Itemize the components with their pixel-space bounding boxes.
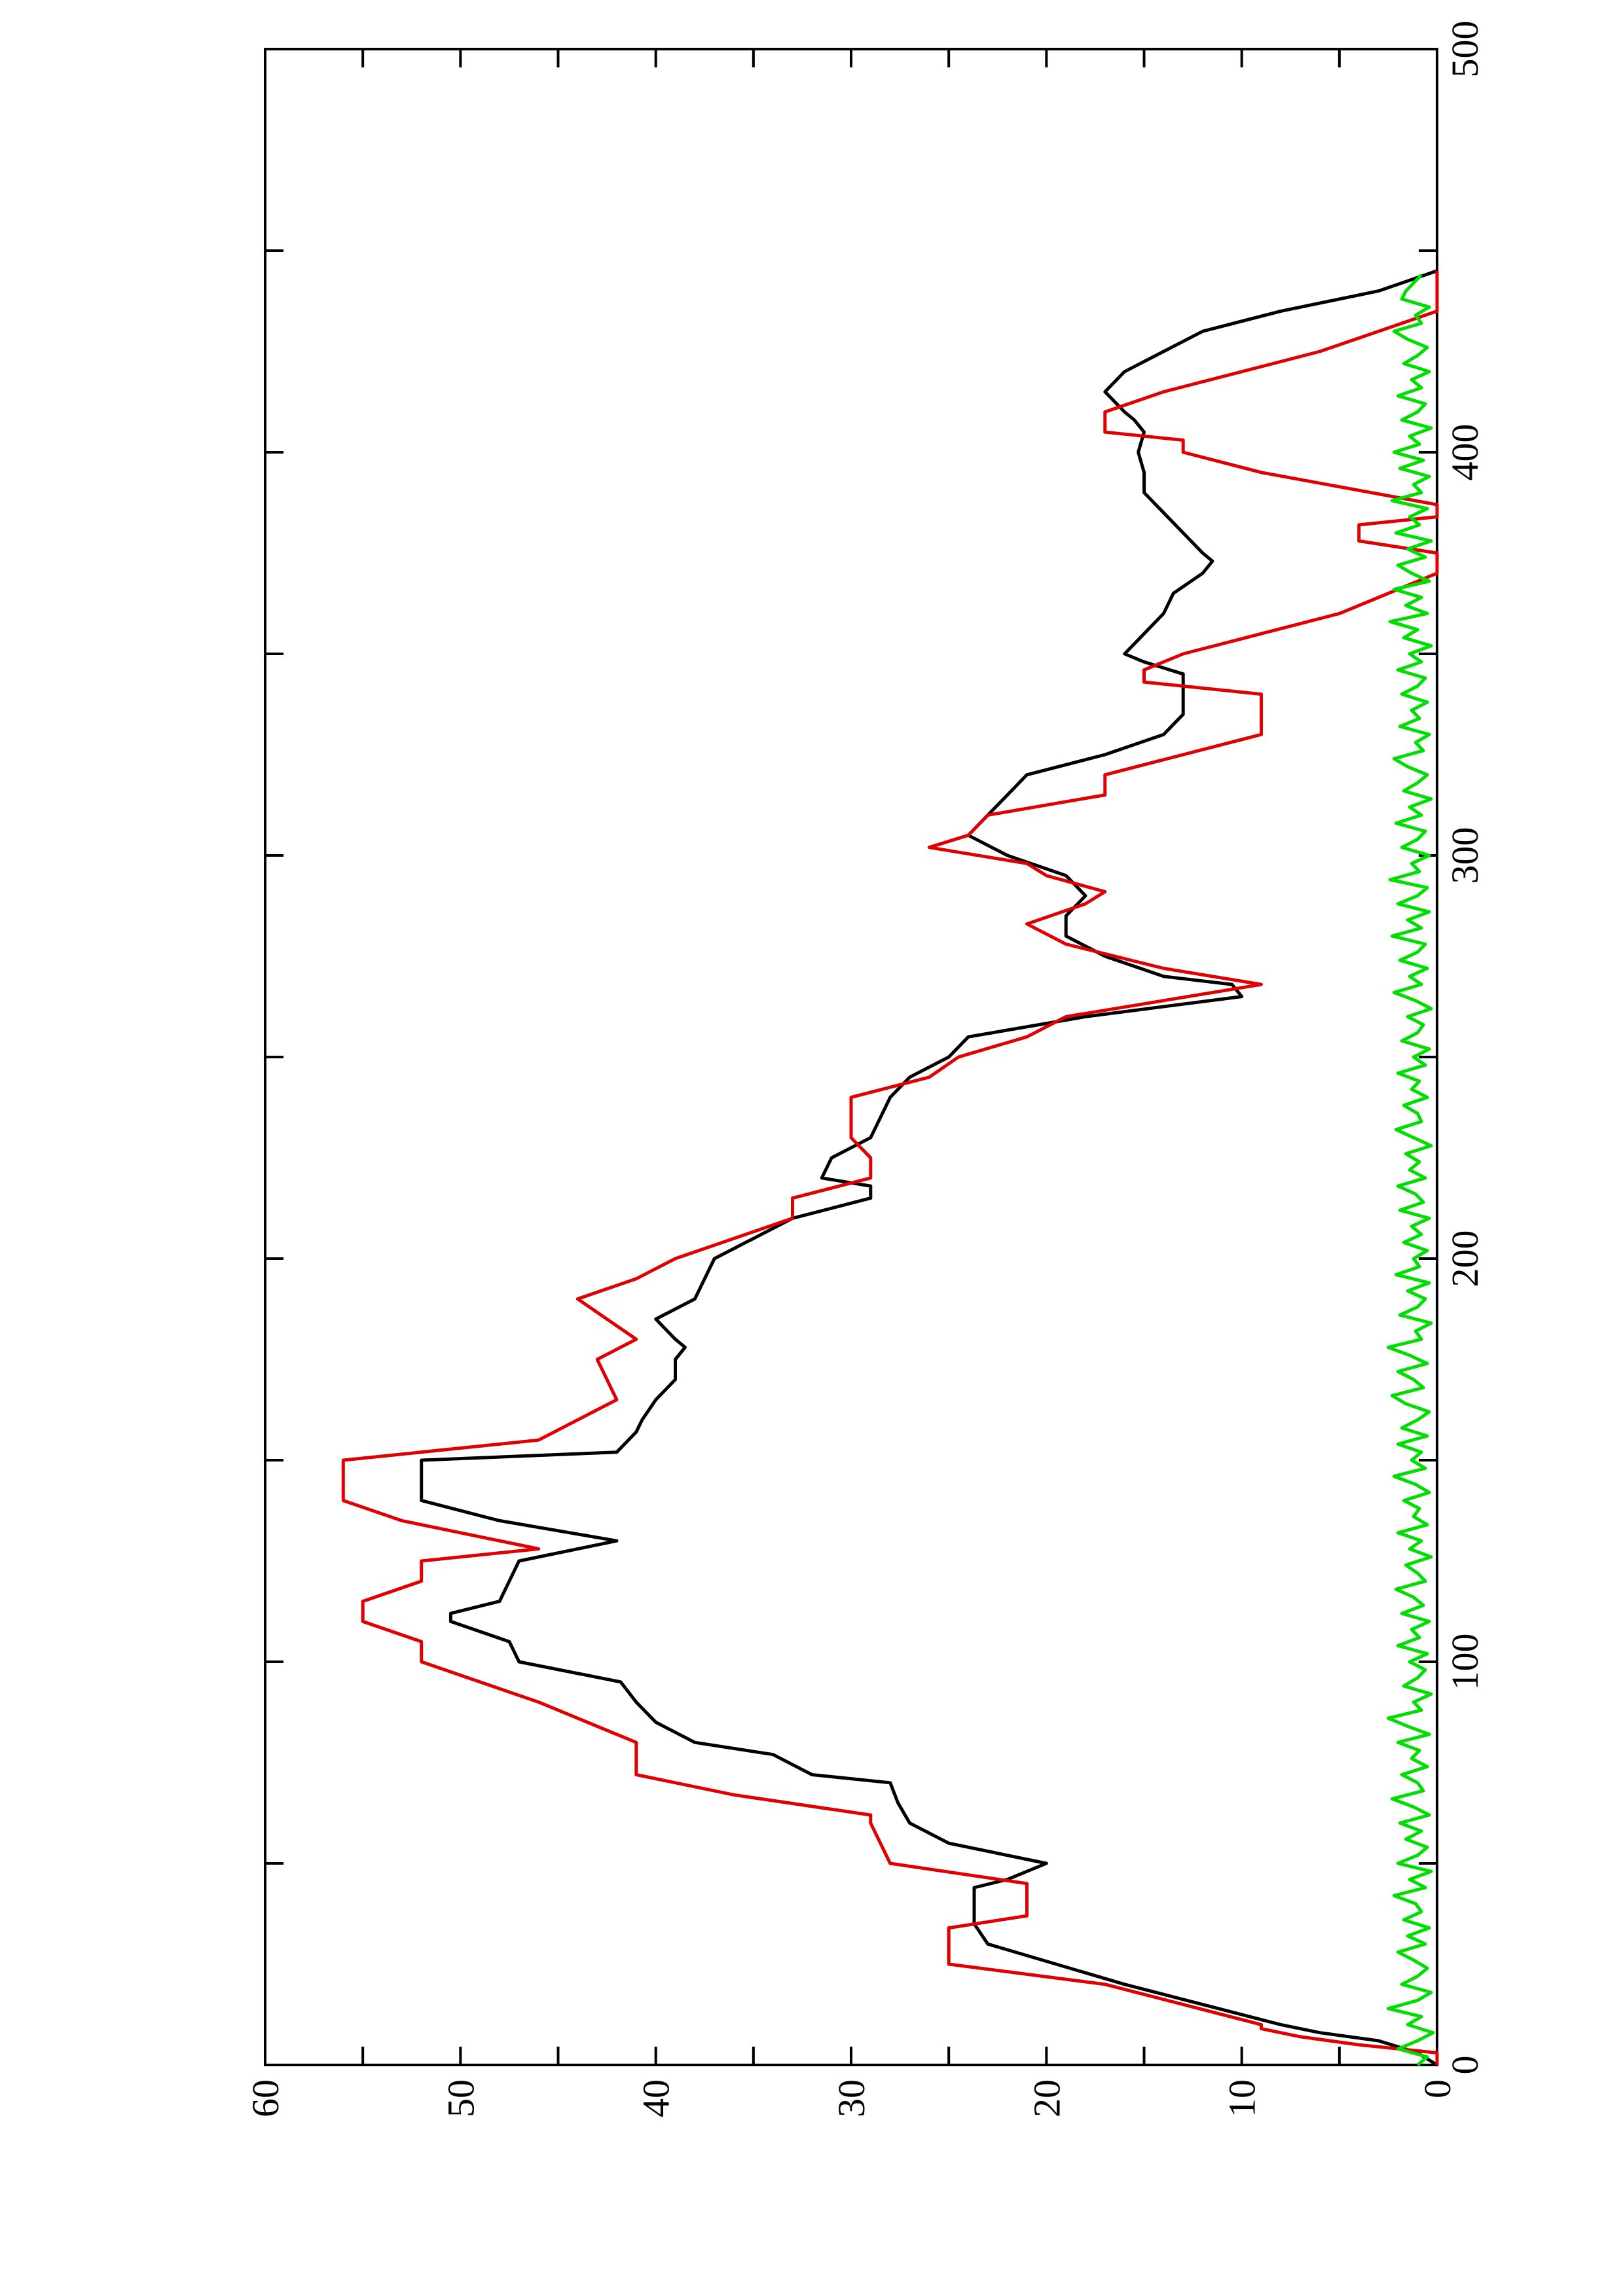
x-tick-label: 400 bbox=[1444, 424, 1486, 481]
chart-rotated-group: 0 100 200 300 400 500 0 10 20 30 40 50 60 bbox=[244, 21, 1486, 2118]
plot-frame bbox=[264, 48, 1438, 2066]
y-tick-label: 50 bbox=[439, 2079, 482, 2117]
tick-labels: 0 100 200 300 400 500 0 10 20 30 40 50 60 bbox=[244, 21, 1486, 2118]
series-lines bbox=[341, 269, 1439, 2067]
y-tick-label: 40 bbox=[635, 2079, 678, 2117]
axis-ticks bbox=[264, 48, 1438, 2066]
x-tick-label: 500 bbox=[1444, 21, 1486, 78]
x-tick-label: 0 bbox=[1444, 2056, 1486, 2075]
x-tick-label: 300 bbox=[1444, 827, 1486, 884]
y-tick-label: 10 bbox=[1221, 2079, 1264, 2117]
y-tick-label: 0 bbox=[1416, 2079, 1459, 2098]
y-tick-label: 30 bbox=[830, 2079, 873, 2117]
x-tick-label: 200 bbox=[1444, 1230, 1486, 1287]
series-line-3 bbox=[1386, 274, 1435, 2066]
series-line-2 bbox=[341, 270, 1439, 2065]
series-line-1 bbox=[420, 269, 1438, 2067]
y-tick-label: 20 bbox=[1025, 2079, 1068, 2117]
x-tick-label: 100 bbox=[1444, 1634, 1486, 1691]
y-tick-label: 60 bbox=[244, 2079, 287, 2117]
